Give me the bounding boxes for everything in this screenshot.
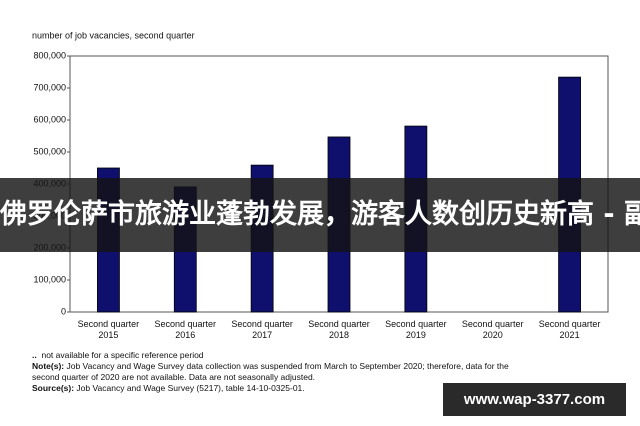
y-tick-label: 0	[61, 306, 66, 316]
y-axis-label: number of job vacancies, second quarter	[32, 30, 195, 40]
overlay-banner: 佛罗伦萨市旅游业蓬勃发展，游客人数创历史新高 - 副本	[0, 178, 640, 252]
symbol: ..	[32, 350, 37, 360]
y-tick-label: 700,000	[33, 82, 66, 92]
source: Source(s): Job Vacancy and Wage Survey (…	[32, 383, 305, 393]
y-tick-label: 100,000	[33, 274, 66, 284]
x-tick-label: Second quarter 2019	[385, 319, 447, 340]
symbol-text: not available for a specific reference p…	[41, 350, 204, 360]
x-tick-label: Second quarter 2015	[77, 319, 140, 340]
y-tick-label: 600,000	[33, 114, 66, 124]
symbol-note: .. not available for a specific referenc…	[32, 350, 204, 360]
x-tick-label: Second quarter 2016	[154, 319, 217, 340]
note-label: Note(s):	[32, 361, 65, 371]
source-text: Job Vacancy and Wage Survey (5217), tabl…	[76, 383, 305, 393]
watermark: www.wap-3377.com	[443, 383, 626, 416]
x-tick-label: Second quarter 2018	[308, 319, 370, 340]
x-tick-label: Second quarter 2017	[231, 319, 293, 340]
note-text: Job Vacancy and Wage Survey data collect…	[66, 361, 509, 371]
note: Note(s): Job Vacancy and Wage Survey dat…	[32, 361, 509, 371]
x-tick-label: Second quarter 2021	[538, 319, 601, 340]
x-tick-label: Second quarter 2020	[461, 319, 524, 340]
note-line: second quarter of 2020 are not available…	[32, 372, 316, 382]
source-label: Source(s):	[32, 383, 75, 393]
y-tick-label: 500,000	[33, 146, 66, 156]
y-tick-label: 800,000	[33, 50, 66, 60]
